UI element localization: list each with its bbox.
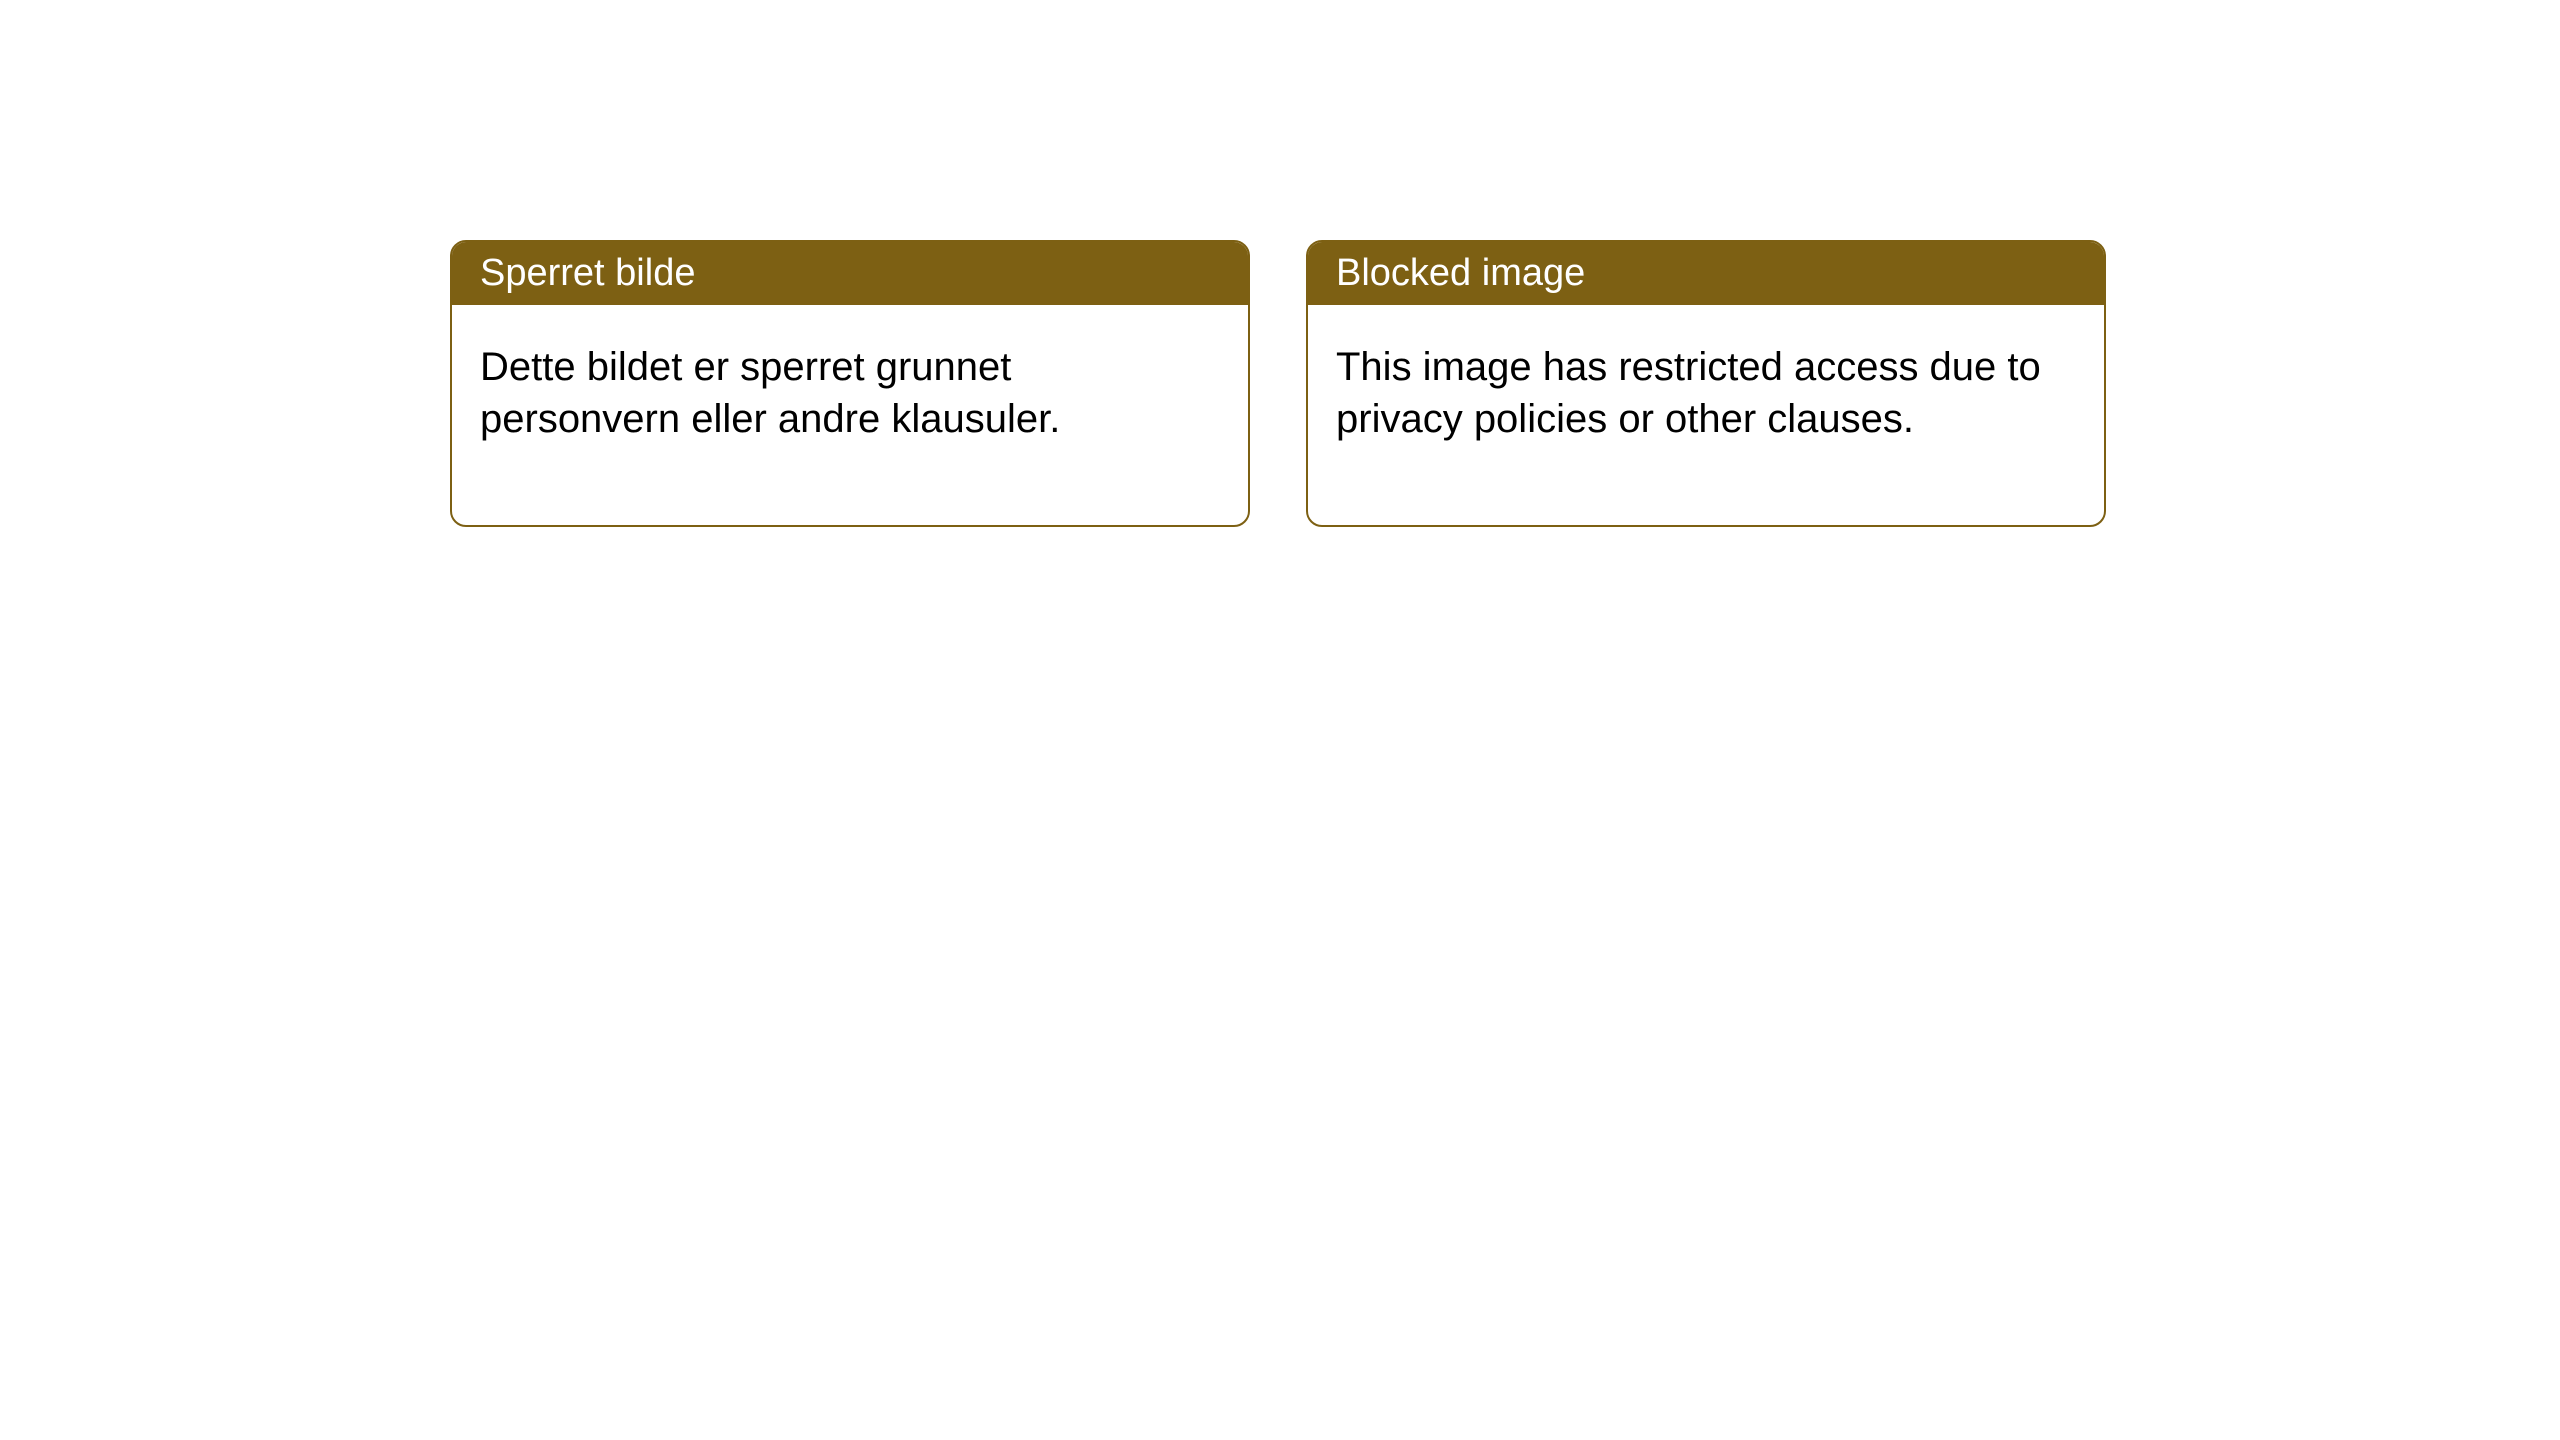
notice-card-header: Sperret bilde bbox=[452, 242, 1248, 305]
notice-card-body: This image has restricted access due to … bbox=[1308, 305, 2104, 525]
notice-card-header: Blocked image bbox=[1308, 242, 2104, 305]
notice-cards-container: Sperret bilde Dette bildet er sperret gr… bbox=[450, 240, 2106, 527]
notice-card-title: Blocked image bbox=[1336, 252, 1585, 294]
notice-card-title: Sperret bilde bbox=[480, 252, 695, 294]
notice-card-body: Dette bildet er sperret grunnet personve… bbox=[452, 305, 1248, 525]
notice-card-text: Dette bildet er sperret grunnet personve… bbox=[480, 345, 1060, 441]
notice-card-en: Blocked image This image has restricted … bbox=[1306, 240, 2106, 527]
notice-card-no: Sperret bilde Dette bildet er sperret gr… bbox=[450, 240, 1250, 527]
notice-card-text: This image has restricted access due to … bbox=[1336, 345, 2041, 441]
